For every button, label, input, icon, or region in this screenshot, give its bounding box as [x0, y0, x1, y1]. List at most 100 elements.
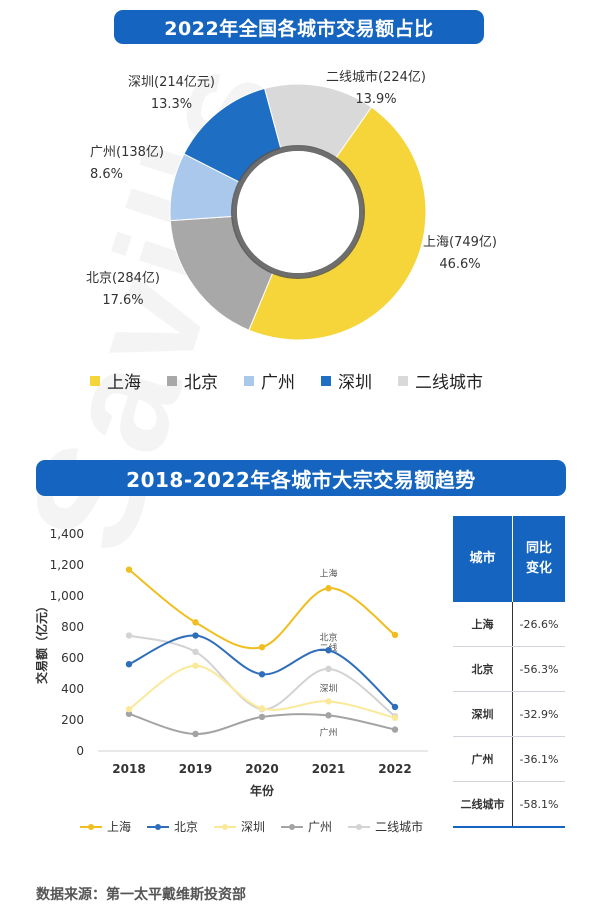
line-legend-label: 上海: [107, 820, 132, 834]
pie-label-guangzhou-pct: 8.6%: [90, 167, 124, 182]
yoy-header-city: 城市: [453, 516, 513, 602]
series-point: [125, 632, 133, 639]
yoy-header-change: 同比 变化: [512, 516, 565, 602]
series-point: [192, 619, 199, 626]
series-point: [125, 661, 133, 668]
table-row: 北京 -56.3%: [453, 646, 565, 692]
series-point: [325, 712, 332, 719]
x-tick-label: 2021: [312, 762, 345, 776]
line-legend: 上海 北京 深圳 广州 二线城市: [80, 818, 423, 835]
x-tick-label: 2019: [179, 762, 212, 776]
pie-legend-swatch: [167, 375, 177, 386]
yoy-change: -56.3%: [512, 646, 565, 692]
series-point: [325, 665, 332, 673]
table-row: 二线城市 -58.1%: [453, 781, 565, 828]
y-tick-label: 1,000: [50, 589, 84, 603]
y-tick-label: 200: [61, 713, 84, 727]
line-legend-label: 深圳: [241, 820, 266, 834]
pie-label-beijing-name: 北京(284亿): [86, 271, 160, 286]
series-data-label: 上海: [319, 567, 337, 579]
series-point: [325, 585, 332, 592]
pie-legend-label: 深圳: [338, 373, 372, 393]
series-point: [125, 566, 133, 573]
line-legend-swatch: [214, 823, 237, 830]
line-legend-item: 广州: [281, 818, 332, 835]
line-legend-swatch: [281, 823, 304, 830]
series-line-0: [128, 568, 396, 650]
pie-chart-title: 2022年全国各城市交易额占比: [114, 10, 484, 44]
pie-chart: [169, 83, 427, 341]
series-point: [125, 710, 133, 717]
line-legend-item: 二线城市: [348, 818, 423, 835]
pie-legend-swatch: [321, 375, 331, 386]
pie-inner-ring: [231, 145, 365, 279]
pie-legend-swatch: [244, 375, 254, 386]
y-tick-label: 400: [61, 682, 84, 696]
pie-legend-label: 广州: [261, 373, 295, 393]
yoy-city: 深圳: [453, 691, 513, 737]
y-tick-label: 800: [61, 620, 84, 634]
x-tick-label: 2018: [112, 762, 145, 776]
x-tick-label: 2022: [378, 762, 411, 776]
pie-label-secondtier-name: 二线城市(224亿): [326, 70, 426, 85]
pie-label-beijing: 北京(284亿) 17.6%: [86, 268, 160, 312]
line-chart-title: 2018-2022年各城市大宗交易额趋势: [36, 460, 566, 496]
pie-legend: 上海 北京 广州 深圳 二线城市: [90, 368, 510, 393]
pie-label-shanghai-pct: 46.6%: [439, 257, 481, 272]
pie-label-shenzhen-pct: 13.3%: [150, 97, 193, 112]
yoy-change: -26.6%: [512, 602, 565, 647]
pie-hole: [237, 151, 359, 273]
table-row: 广州 -36.1%: [453, 736, 565, 782]
pie-legend-item-beijing: 北京: [167, 368, 218, 393]
table-row: 上海 -26.6%: [453, 602, 565, 647]
pie-label-secondtier: 二线城市(224亿) 13.9%: [326, 67, 426, 111]
y-tick-label: 1,400: [50, 527, 84, 541]
line-legend-item: 上海: [80, 818, 131, 835]
pie-label-shenzhen: 深圳(214亿元) 13.3%: [128, 72, 215, 116]
line-legend-item: 深圳: [214, 818, 265, 835]
series-point: [192, 632, 199, 639]
series-point: [325, 698, 332, 705]
pie-label-shanghai: 上海(749亿) 46.6%: [423, 232, 497, 276]
y-tick-label: 1,200: [50, 558, 84, 572]
pie-legend-swatch: [90, 375, 100, 386]
pie-label-shenzhen-name: 深圳(214亿元): [128, 75, 215, 90]
yoy-city: 北京: [453, 646, 513, 692]
yoy-city: 广州: [453, 736, 513, 782]
line-legend-label: 二线城市: [375, 820, 424, 834]
y-axis-label: 交易额（亿元）: [34, 600, 49, 684]
x-axis-label: 年份: [250, 783, 275, 798]
series-point: [258, 713, 266, 721]
pie-label-guangzhou: 广州(138亿) 8.6%: [90, 142, 164, 186]
line-legend-label: 北京: [174, 820, 199, 834]
series-point: [325, 647, 332, 654]
series-point: [125, 705, 133, 713]
pie-label-secondtier-pct: 13.9%: [355, 92, 397, 107]
yoy-change: -58.1%: [512, 781, 565, 828]
pie-legend-label: 北京: [184, 373, 218, 393]
series-point: [192, 662, 199, 669]
table-row: 深圳 -32.9%: [453, 691, 565, 737]
pie-legend-item-guangzhou: 广州: [244, 368, 295, 393]
yoy-city: 二线城市: [453, 781, 513, 828]
x-tick-label: 2020: [245, 762, 278, 776]
pie-legend-label: 上海: [107, 373, 141, 393]
y-tick-label: 600: [61, 651, 84, 665]
line-legend-item: 北京: [147, 818, 198, 835]
yoy-header-row: 城市 同比 变化: [453, 516, 565, 602]
series-data-label: 深圳: [319, 683, 337, 694]
pie-legend-swatch: [398, 375, 408, 386]
pie-label-beijing-pct: 17.6%: [102, 293, 144, 308]
line-legend-swatch: [80, 823, 102, 830]
line-legend-label: 广州: [308, 820, 333, 834]
pie-legend-item-shenzhen: 深圳: [321, 368, 372, 393]
y-tick-label: 0: [76, 744, 84, 758]
line-legend-swatch: [348, 823, 371, 830]
pie-legend-item-shanghai: 上海: [90, 368, 141, 393]
series-point: [258, 643, 266, 651]
yoy-table: 城市 同比 变化 上海 -26.6% 北京 -56.3% 深圳 -32.9% 广州 -36…: [453, 516, 565, 828]
series-data-label: 广州: [319, 726, 337, 738]
series-point: [192, 648, 199, 655]
series-point: [192, 730, 199, 738]
